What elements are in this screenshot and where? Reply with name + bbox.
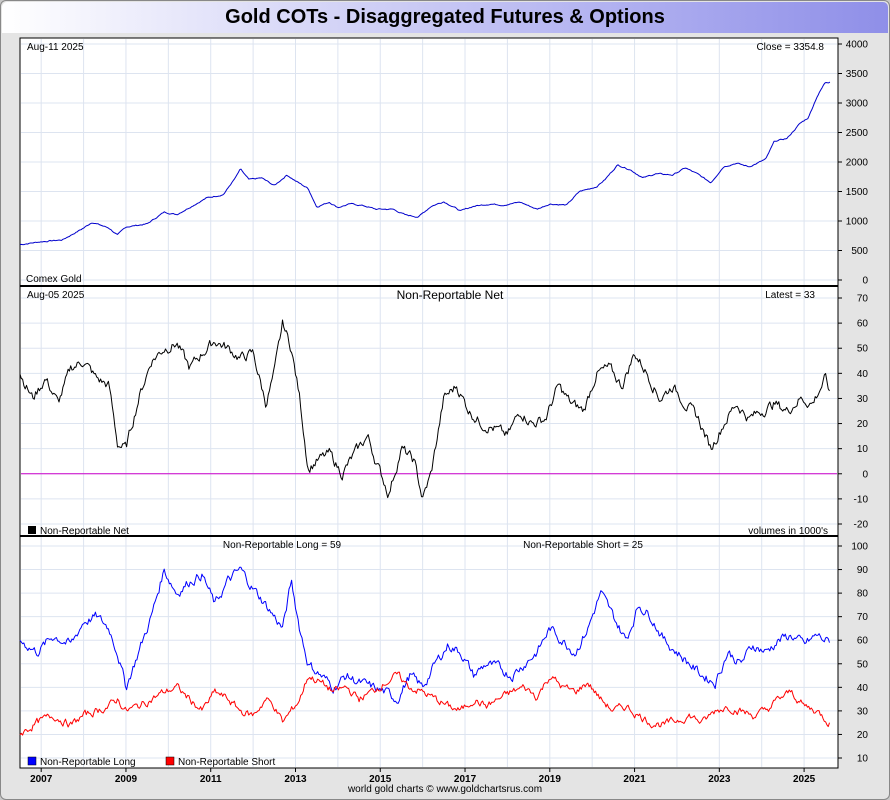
net-units-label: volumes in 1000's <box>748 526 828 537</box>
x-tick-label-2007: 2007 <box>30 774 53 785</box>
y-tick-label-1-60: 60 <box>857 319 869 330</box>
footer-credit: world gold charts © www.goldchartsrus.co… <box>347 784 543 795</box>
x-tick-label-2021: 2021 <box>623 774 646 785</box>
series-line-long_short-0 <box>19 566 830 704</box>
chart-title: Gold COTs - Disaggregated Futures & Opti… <box>2 2 888 33</box>
price-date-label: Aug-11 2025 <box>27 42 84 53</box>
short-legend-swatch <box>165 756 175 766</box>
x-tick-label-2009: 2009 <box>115 774 138 785</box>
y-tick-label-2-50: 50 <box>857 659 869 670</box>
y-tick-label-1-30: 30 <box>857 394 869 405</box>
short-latest-label: Non-Reportable Short = 25 <box>523 540 643 551</box>
series-line-price-0 <box>19 81 831 246</box>
y-tick-label-2-40: 40 <box>857 683 869 694</box>
y-tick-label-2-20: 20 <box>857 730 869 741</box>
x-tick-label-2025: 2025 <box>793 774 816 785</box>
series-line-long_short-1 <box>19 671 830 736</box>
grid-lines <box>21 39 837 767</box>
y-tick-label-0-0: 0 <box>862 276 868 287</box>
y-tick-label-2-90: 90 <box>857 565 869 576</box>
x-tick-label-2013: 2013 <box>284 774 307 785</box>
y-tick-label-1--20: -20 <box>854 520 869 531</box>
y-tick-label-2-10: 10 <box>857 754 869 765</box>
y-tick-label-2-100: 100 <box>851 542 868 553</box>
net-legend-swatch <box>28 526 36 534</box>
x-tick-labels: 2007 2009 2011 2013 2015 2017 2019 2021 2023 2025 <box>30 768 816 785</box>
y-tick-label-0-3500: 3500 <box>846 69 869 80</box>
y-tick-label-0-1000: 1000 <box>846 217 869 228</box>
net-legend-label: Non-Reportable Net <box>40 526 129 537</box>
y-tick-label-0-3000: 3000 <box>846 99 869 110</box>
y-tick-label-1-10: 10 <box>857 444 869 455</box>
net-panel-title: Non-Reportable Net <box>397 288 504 302</box>
series-lines <box>19 81 837 736</box>
long-legend-label: Non-Reportable Long <box>40 757 136 768</box>
y-tick-label-1--10: -10 <box>854 494 869 505</box>
x-tick-label-2023: 2023 <box>708 774 731 785</box>
y-tick-label-1-40: 40 <box>857 369 869 380</box>
x-tick-label-2015: 2015 <box>369 774 392 785</box>
x-tick-label-2011: 2011 <box>200 774 222 785</box>
y-tick-label-1-20: 20 <box>857 419 869 430</box>
y-tick-label-2-60: 60 <box>857 636 869 647</box>
net-date-label: Aug-05 2025 <box>27 290 85 301</box>
y-tick-label-0-500: 500 <box>851 246 868 257</box>
y-tick-label-0-2500: 2500 <box>846 128 869 139</box>
x-tick-label-2019: 2019 <box>539 774 562 785</box>
price-series-label: Comex Gold <box>26 274 82 285</box>
y-tick-labels: 0 500 1000 1500 2000 2500 3000 3500 4000 -20 -10 0 1… <box>838 40 868 765</box>
y-tick-label-0-4000: 4000 <box>846 40 869 51</box>
y-tick-label-2-80: 80 <box>857 589 869 600</box>
net-latest-label: Latest = 33 <box>765 290 815 301</box>
y-tick-label-1-70: 70 <box>857 294 869 305</box>
y-tick-label-1-50: 50 <box>857 344 869 355</box>
y-tick-label-2-70: 70 <box>857 612 869 623</box>
panel-longshort-background <box>19 535 839 769</box>
short-legend-label: Non-Reportable Short <box>178 757 275 768</box>
long-legend-swatch <box>27 756 37 766</box>
long-latest-label: Non-Reportable Long = 59 <box>223 540 342 551</box>
series-line-net-0 <box>19 319 830 499</box>
y-tick-label-0-2000: 2000 <box>846 158 869 169</box>
price-latest-label: Close = 3354.8 <box>756 42 824 53</box>
y-tick-label-0-1500: 1500 <box>846 187 869 198</box>
panel-net-background <box>19 285 839 537</box>
y-tick-label-2-30: 30 <box>857 706 869 717</box>
y-tick-label-1-0: 0 <box>862 469 868 480</box>
x-tick-label-2017: 2017 <box>454 774 477 785</box>
